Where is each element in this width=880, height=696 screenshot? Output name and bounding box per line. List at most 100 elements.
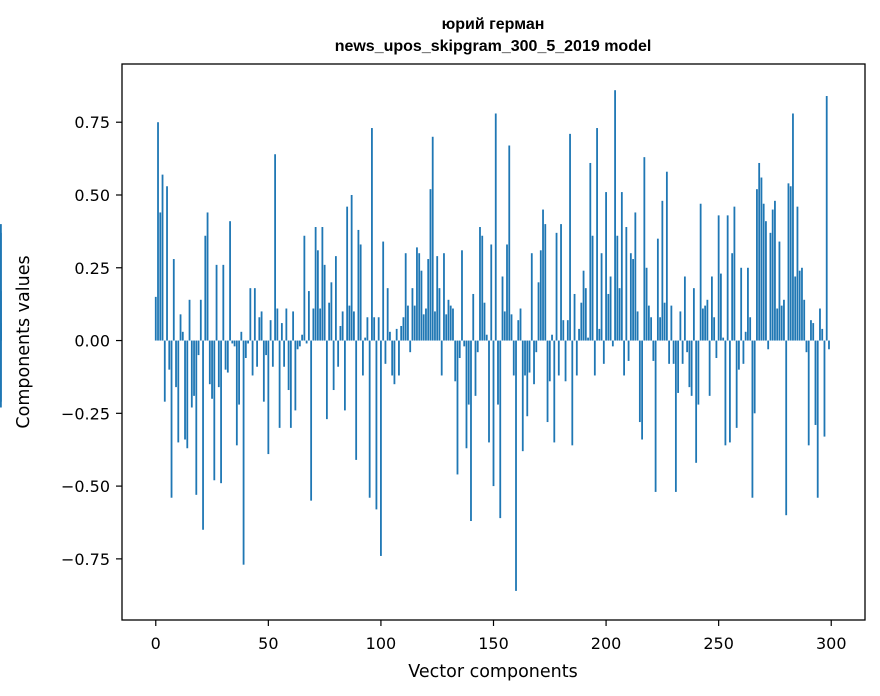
bar: [780, 305, 783, 341]
bar: [810, 320, 812, 341]
bar: [555, 232, 558, 341]
bar: [226, 340, 229, 373]
bar: [537, 282, 540, 341]
bar: [294, 340, 297, 411]
bar: [447, 299, 450, 341]
bar: [402, 317, 405, 341]
bar: [366, 317, 369, 341]
bar: [828, 340, 830, 350]
bar: [348, 305, 351, 341]
bar: [679, 311, 682, 341]
y-tick-label: 0.75: [74, 113, 110, 132]
bar: [697, 340, 700, 405]
bar: [330, 282, 333, 341]
bar: [796, 206, 799, 341]
bar: [654, 340, 657, 492]
bar: [720, 273, 722, 341]
bar: [465, 340, 468, 449]
bar: [483, 302, 486, 341]
bar: [449, 305, 452, 341]
bar: [735, 340, 738, 428]
bar: [823, 340, 826, 437]
bar: [271, 340, 274, 367]
bar: [422, 314, 425, 341]
bar: [287, 340, 290, 391]
bar: [695, 340, 698, 463]
bar: [578, 328, 580, 341]
bar: [713, 317, 716, 341]
bar: [289, 340, 292, 428]
bar: [593, 340, 596, 376]
bar: [321, 227, 324, 341]
bar: [611, 340, 614, 347]
bar: [776, 308, 779, 341]
bar: [512, 340, 515, 376]
bar: [265, 340, 267, 356]
bar: [357, 229, 360, 341]
bar: [197, 340, 200, 356]
bar: [413, 305, 416, 341]
bar: [573, 293, 576, 341]
bar: [670, 305, 673, 341]
y-tick-label: −0.50: [61, 477, 110, 496]
bar: [283, 340, 286, 367]
bar: [217, 340, 220, 388]
bar: [0, 224, 2, 341]
bar: [598, 328, 601, 341]
bar: [571, 340, 574, 446]
bar: [587, 337, 589, 341]
bar: [425, 308, 427, 341]
bar: [434, 311, 436, 341]
bar: [339, 325, 342, 341]
bar: [247, 340, 249, 344]
bar: [445, 314, 448, 341]
bar: [717, 215, 720, 341]
bar: [589, 162, 592, 341]
bar: [620, 192, 623, 341]
bar: [190, 340, 193, 408]
bar: [362, 340, 364, 376]
bar: [690, 340, 693, 396]
bar: [186, 340, 189, 449]
bar: [328, 302, 331, 341]
bar: [812, 323, 815, 341]
bar: [240, 331, 243, 341]
bar: [319, 308, 322, 341]
bar: [463, 340, 466, 347]
bar: [665, 171, 668, 341]
bar: [231, 340, 234, 344]
bar: [575, 340, 578, 376]
bar: [605, 192, 607, 341]
bar: [731, 253, 734, 341]
bar: [733, 206, 736, 341]
bar: [278, 340, 281, 428]
bar: [591, 235, 594, 341]
bar: [312, 308, 315, 341]
bar: [724, 340, 727, 446]
bar: [409, 340, 412, 353]
bar: [506, 244, 508, 341]
bar: [566, 320, 569, 341]
bar: [307, 291, 310, 341]
bar: [753, 340, 756, 414]
bar: [400, 325, 403, 341]
x-tick-label: 100: [366, 634, 397, 653]
bar: [242, 340, 245, 565]
bar: [166, 186, 168, 341]
bar: [769, 232, 772, 341]
bar: [497, 340, 499, 405]
bar: [380, 340, 382, 556]
bar: [262, 340, 265, 402]
bar: [220, 340, 222, 484]
bar: [229, 221, 231, 341]
bar: [535, 340, 538, 353]
bar: [683, 276, 686, 341]
bar: [267, 340, 270, 455]
bar: [778, 241, 781, 341]
bar: [206, 212, 209, 341]
bar: [792, 113, 794, 341]
bar: [623, 340, 625, 376]
bar: [783, 299, 785, 341]
bar: [749, 317, 752, 341]
